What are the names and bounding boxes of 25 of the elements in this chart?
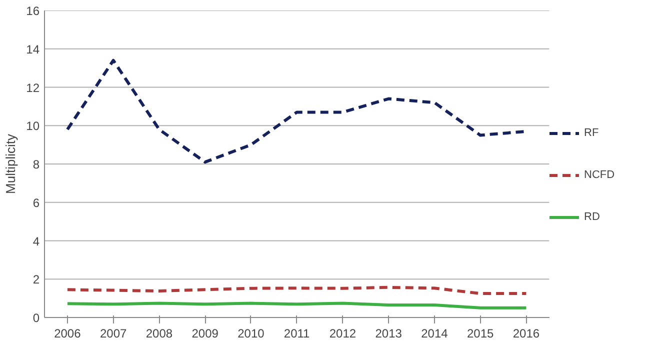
y-axis-title: Multiplicity (3, 134, 18, 194)
x-tick-label: 2006 (54, 326, 82, 340)
x-tick-label: 2013 (375, 326, 402, 340)
y-tick-label: 2 (32, 272, 40, 287)
y-tick-label: 14 (26, 42, 40, 56)
y-tick-label: 0 (32, 311, 40, 325)
legend-label: RD (584, 211, 601, 223)
y-tick-label: 12 (26, 80, 40, 95)
x-tick-label: 2015 (466, 326, 494, 340)
y-tick-label: 8 (32, 158, 40, 172)
x-tick-label: 2010 (238, 326, 265, 340)
legend-label: NCFD (584, 169, 615, 181)
y-tick-label: 4 (32, 234, 40, 248)
x-tick-label: 2012 (329, 326, 356, 340)
x-tick-label: 2016 (512, 326, 540, 340)
x-tick-label: 2008 (146, 326, 173, 340)
x-tick-label: 2014 (421, 326, 448, 340)
y-tick-label: 10 (26, 119, 40, 134)
x-tick-label: 2011 (284, 326, 310, 340)
y-tick-label: 6 (32, 196, 40, 210)
y-tick-label: 16 (26, 4, 40, 18)
x-tick-label: 2007 (100, 326, 127, 340)
x-tick-label: 2009 (192, 326, 219, 340)
line-series (66, 286, 528, 296)
legend-label: RF (584, 127, 600, 139)
